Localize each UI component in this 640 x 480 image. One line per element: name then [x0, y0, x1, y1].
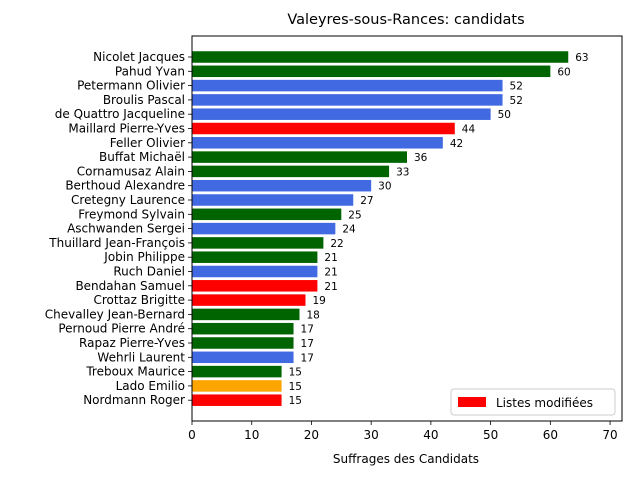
y-tick-label: Freymond Sylvain	[78, 207, 185, 221]
x-tick-label: 50	[483, 428, 498, 442]
bar	[192, 365, 282, 378]
bar	[192, 308, 300, 321]
bar	[192, 251, 318, 263]
value-label: 21	[324, 252, 337, 264]
legend-box	[450, 388, 616, 416]
value-label: 36	[414, 152, 428, 164]
y-tick-label: Pahud Yvan	[115, 64, 185, 78]
bar	[192, 79, 503, 92]
bar	[192, 380, 282, 392]
y-tick-label: Nordmann Roger	[83, 393, 185, 407]
bar	[192, 165, 390, 178]
y-tick-label: Petermann Olivier	[77, 79, 185, 93]
y-tick-label: Maillard Pierre-Yves	[68, 122, 185, 136]
value-label: 15	[289, 395, 302, 407]
bar	[192, 208, 342, 221]
y-tick-label: Berthoud Alexandre	[65, 179, 185, 193]
y-tick-label: Treboux Maurice	[85, 365, 185, 379]
value-label: 21	[324, 281, 337, 293]
bar	[192, 94, 503, 106]
bar	[192, 122, 455, 135]
y-tick-label: Buffat Michaël	[99, 150, 185, 164]
y-tick-label: Lado Emilio	[116, 379, 185, 393]
bar	[192, 337, 294, 349]
value-label: 22	[330, 238, 343, 250]
bar	[192, 151, 407, 163]
y-tick-label: Thuillard Jean-François	[48, 236, 185, 250]
bar	[192, 265, 318, 278]
y-tick-label: Aschwanden Sergei	[67, 222, 185, 236]
bar	[192, 394, 282, 406]
y-tick-label: Bendahan Samuel	[75, 279, 185, 293]
y-tick-label: de Quattro Jacqueline	[55, 107, 185, 121]
bars-group	[192, 51, 569, 406]
plot-frame	[191, 35, 623, 422]
x-tick-label: 70	[602, 428, 617, 442]
value-label: 24	[342, 224, 356, 236]
value-label: 44	[462, 124, 476, 136]
bar	[192, 294, 306, 306]
y-tick-label: Ruch Daniel	[113, 265, 185, 279]
x-tick-label: 10	[244, 428, 259, 442]
x-tick-label: 20	[304, 428, 319, 442]
bar	[192, 351, 294, 364]
x-tick-label: 30	[364, 428, 379, 442]
x-axis-label: Suffrages des Candidats	[333, 452, 479, 466]
value-label: 18	[307, 309, 320, 321]
value-label: 27	[360, 195, 373, 207]
value-label: 30	[378, 181, 391, 193]
y-tick-label: Broulis Pascal	[103, 93, 185, 107]
x-axis: 0 10 20 30 40 50 60 70	[188, 421, 618, 442]
value-label: 52	[510, 81, 523, 93]
value-label: 50	[498, 109, 511, 121]
value-label: 52	[510, 95, 523, 107]
y-tick-label: Rapaz Pierre-Yves	[79, 336, 185, 350]
bar	[192, 237, 324, 249]
value-label: 17	[301, 338, 314, 350]
bar	[192, 280, 318, 292]
y-tick-label: Wehrli Laurent	[97, 350, 185, 364]
bar	[192, 322, 294, 335]
value-label: 17	[301, 352, 314, 364]
value-labels: 63 60 52 52 50 44 42 36 33 30 27 25 24 22 21 21 21 19 18 17…	[289, 52, 589, 407]
x-tick-label: 60	[543, 428, 558, 442]
bar	[192, 65, 551, 78]
y-tick-label: Chevalley Jean-Bernard	[45, 307, 185, 321]
legend-swatch	[458, 397, 486, 407]
legend-label: Listes modifiées	[496, 396, 593, 410]
y-tick-label: Nicolet Jacques	[93, 50, 185, 64]
chart-title: Valeyres-sous-Rances: candidats	[287, 12, 524, 28]
bar	[192, 222, 336, 235]
value-label: 19	[312, 295, 325, 307]
x-tick-label: 40	[423, 428, 438, 442]
value-label: 63	[575, 52, 588, 64]
y-tick-label: Cornamusaz Alain	[77, 164, 185, 178]
bar	[192, 194, 354, 206]
y-tick-label: Feller Olivier	[110, 136, 185, 150]
y-tick-label: Crottaz Brigitte	[93, 293, 185, 307]
bar	[192, 137, 443, 149]
value-label: 42	[450, 138, 463, 150]
bar	[192, 179, 372, 192]
legend: Listes modifiées	[450, 388, 616, 416]
value-label: 25	[348, 209, 361, 221]
value-label: 17	[301, 324, 314, 336]
y-tick-label: Cretegny Laurence	[71, 193, 185, 207]
y-tick-label: Pernoud Pierre André	[58, 322, 185, 336]
value-label: 60	[557, 66, 570, 78]
bar	[192, 108, 491, 120]
value-label: 21	[324, 267, 337, 279]
y-tick-label: Jobin Philippe	[103, 250, 185, 264]
value-label: 15	[289, 367, 302, 379]
x-tick-label: 0	[188, 428, 196, 442]
value-label: 33	[396, 166, 409, 178]
bar	[192, 51, 569, 63]
value-label: 15	[289, 381, 302, 393]
